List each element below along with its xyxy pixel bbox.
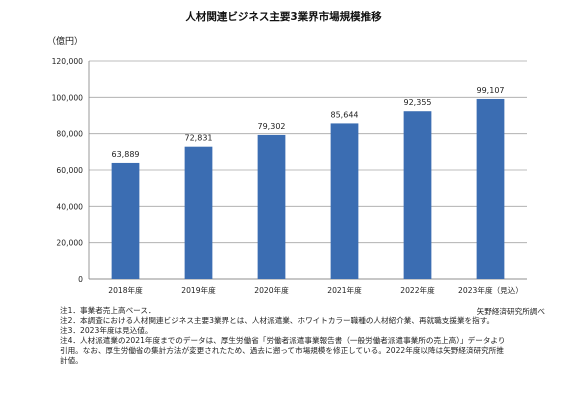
bar — [403, 111, 432, 280]
bar — [476, 98, 505, 279]
note-line: 注4．人材派遣業の2021年度までのデータは、厚生労働省「労働者派遣事業報告書（… — [60, 336, 506, 345]
y-tick-label: 120,000 — [52, 57, 84, 66]
notes-block: 注1．事業者売上高ベース． 注2．本調査における人材関連ビジネス主要3業界とは、… — [60, 306, 530, 366]
x-tick-label: 2021年度 — [327, 285, 362, 295]
x-tick-label: 2020年度 — [254, 285, 289, 295]
bar-data-label: 92,355 — [404, 98, 432, 107]
note-line: 引用。なお、厚生労働省の集計方法が変更されたため、過去に遡って市場規模を修正して… — [60, 346, 504, 355]
bar — [330, 123, 359, 280]
bar-data-label: 99,107 — [477, 86, 505, 95]
y-tick-label: 40,000 — [56, 202, 83, 211]
y-tick-label: 0 — [78, 275, 83, 284]
y-tick-label: 100,000 — [52, 93, 84, 102]
note-line: 計値。 — [60, 356, 83, 365]
chart-title: 人材関連ビジネス主要3業界市場規模推移 — [185, 11, 382, 23]
x-tick-label: 2022年度 — [400, 285, 435, 295]
bar — [257, 134, 286, 279]
note-line: 注1．事業者売上高ベース． — [60, 306, 156, 315]
y-tick-label: 20,000 — [56, 239, 83, 248]
note-line: 注3．2023年度は見込値。 — [60, 326, 153, 335]
x-tick-label: 2023年度（見込） — [458, 285, 523, 295]
note-line: 注2．本調査における人材関連ビジネス主要3業界とは、人材派遣業、ホワイトカラー職… — [60, 316, 495, 325]
bar-data-label: 72,831 — [185, 134, 213, 143]
x-tick-label: 2019年度 — [181, 285, 216, 295]
y-tick-label: 80,000 — [56, 130, 83, 139]
bar-data-label: 63,889 — [112, 150, 140, 159]
y-axis-unit-label: （億円） — [47, 37, 84, 47]
y-tick-label: 60,000 — [56, 166, 83, 175]
x-tick-label: 2018年度 — [108, 285, 143, 295]
source-credit: 矢野経済研究所調べ — [476, 307, 545, 316]
bar-data-label: 79,302 — [258, 122, 286, 131]
bar — [111, 162, 140, 279]
bar-chart: 0 20,000 40,000 60,000 80,000 100,000 120,000 6… — [52, 57, 527, 295]
bar — [184, 146, 213, 279]
bar-data-label: 85,644 — [331, 110, 359, 119]
